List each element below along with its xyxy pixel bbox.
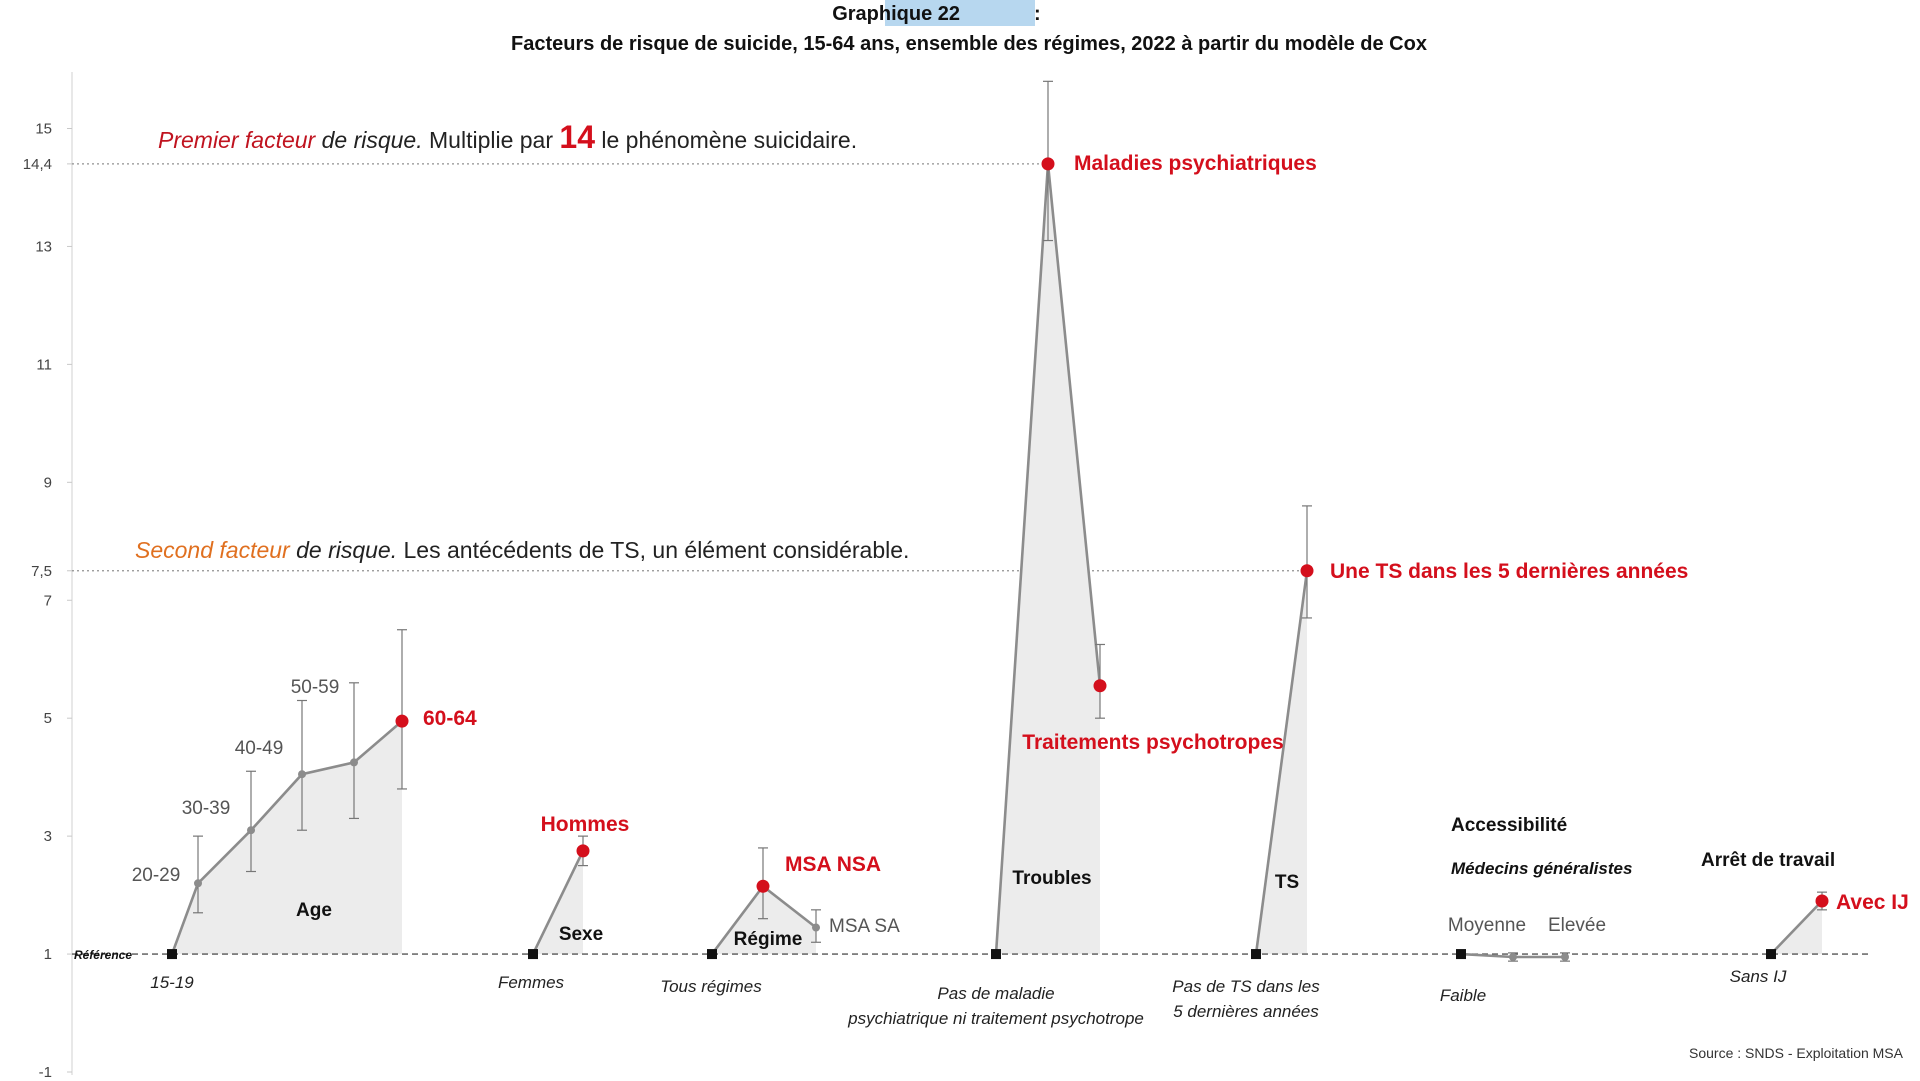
header-label-highlight — [885, 0, 1035, 26]
chart-title: Facteurs de risque de suicide, 15-64 ans… — [511, 33, 1427, 55]
category-label: Moyenne — [1448, 915, 1526, 936]
category-label: MSA SA — [829, 916, 900, 937]
y-tick-label: 7 — [44, 592, 52, 609]
reference-label: Référence — [74, 948, 132, 962]
y-tick-label: 1 — [44, 946, 52, 963]
reference-category-label: Pas de TS dans les 5 dernières années — [1172, 977, 1320, 1021]
annotation-first-p2: de risque. — [315, 127, 422, 153]
data-point-highlight — [1300, 564, 1314, 578]
reference-line-group: Référence — [72, 948, 1870, 962]
highlight-lines — [72, 163, 1300, 572]
reference-category-line: psychiatrique ni traitement psychotrope — [847, 1009, 1144, 1028]
data-point — [194, 879, 202, 888]
series-line — [1770, 900, 1823, 955]
data-point — [1509, 953, 1517, 962]
highlight-label: MSA NSA — [785, 853, 881, 876]
group-label: Arrêt de travail — [1701, 850, 1835, 871]
reference-marker — [991, 949, 1001, 960]
group-label: Troubles — [1012, 868, 1091, 889]
group-label: Accessibilité — [1451, 815, 1567, 836]
reference-category-line: 5 dernières années — [1173, 1002, 1319, 1021]
y-tick-label: 3 — [44, 828, 52, 845]
reference-category-label: Faible — [1440, 986, 1486, 1005]
highlight-label: Traitements psychotropes — [1022, 731, 1283, 754]
group-area — [172, 721, 402, 955]
reference-category-label: Femmes — [498, 973, 565, 992]
data-point — [812, 923, 820, 932]
annotation-first-p1: Premier facteur — [158, 127, 317, 153]
data-point-highlight — [756, 879, 770, 893]
reference-category-label: 15-19 — [150, 973, 194, 992]
category-label: 30-39 — [182, 798, 231, 819]
group-area — [712, 886, 816, 955]
y-tick-label: 13 — [35, 238, 52, 255]
y-tick-label: -1 — [39, 1064, 52, 1081]
group-subtitle: Médecins généralistes — [1451, 859, 1632, 878]
reference-marker — [167, 949, 177, 960]
category-label: 20-29 — [132, 865, 181, 886]
group-label: Sexe — [559, 924, 603, 945]
reference-category-line: Pas de TS dans les — [1172, 977, 1320, 996]
annotation-second-p2: de risque. — [290, 537, 397, 563]
annotation-first-p5: le phénomène suicidaire. — [595, 127, 857, 153]
data-point — [350, 758, 358, 767]
reference-category-label: Tous régimes — [660, 977, 762, 996]
reference-marker — [707, 949, 717, 960]
reference-category-line: Pas de maladie — [937, 984, 1054, 1003]
series-line — [531, 850, 585, 955]
group-label: TS — [1275, 872, 1299, 893]
reference-marker — [1456, 949, 1466, 960]
y-tick-label: 9 — [44, 474, 52, 491]
highlight-label: Hommes — [541, 813, 630, 836]
annotation-second-p3: Les antécédents de TS, un élément consid… — [397, 537, 909, 563]
data-point — [1561, 953, 1569, 962]
category-label: 40-49 — [235, 738, 284, 759]
group-area — [996, 163, 1100, 955]
category-label: 50-59 — [291, 677, 340, 698]
data-point-highlight — [1093, 679, 1107, 693]
group-label: Régime — [734, 929, 803, 950]
group-series — [167, 80, 1829, 962]
annotation-first-p4: 14 — [559, 119, 595, 155]
source-note: Source : SNDS - Exploitation MSA — [1689, 1045, 1904, 1061]
annotation-first-factor: Premier facteur de risque. Multiplie par… — [158, 119, 857, 155]
reference-category-label: Sans IJ — [1730, 967, 1787, 986]
y-axis: 15 14,4 13 11 9 7,5 7 5 3 1 -1 — [23, 72, 73, 1081]
data-point-highlight — [1815, 894, 1829, 908]
highlight-label: Une TS dans les 5 dernières années — [1330, 560, 1688, 583]
annotation-second-p1: Second facteur — [135, 537, 291, 563]
highlight-label: 60-64 — [423, 707, 477, 730]
data-labels: 15-19 20-29 30-39 40-49 50-59 60-64 Age Femmes H… — [132, 152, 1909, 1028]
y-tick-label: 5 — [44, 710, 52, 727]
y-tick-label: 14,4 — [23, 156, 52, 173]
reference-marker — [1251, 949, 1261, 960]
y-tick-label: 11 — [36, 356, 52, 373]
group-label: Age — [296, 900, 332, 921]
data-point-highlight — [1041, 157, 1055, 171]
data-point-highlight — [395, 714, 409, 728]
header-label: Graphique 22 — [832, 3, 960, 25]
highlight-label: Avec IJ — [1836, 891, 1909, 914]
reference-marker — [528, 949, 538, 960]
annotation-second-factor: Second facteur de risque. Les antécédent… — [135, 537, 909, 563]
reference-category-label: Pas de maladie psychiatrique ni traitemen… — [847, 984, 1144, 1028]
category-label: Elevée — [1548, 915, 1606, 936]
highlight-label: Maladies psychiatriques — [1074, 152, 1317, 175]
reference-marker — [1766, 949, 1776, 960]
data-point — [298, 770, 306, 779]
data-point — [247, 826, 255, 835]
series-line — [170, 720, 403, 955]
header-label-suffix: : — [1034, 3, 1041, 25]
y-tick-label: 7,5 — [31, 563, 52, 580]
annotation-first-p3: Multiplie par — [423, 127, 560, 153]
data-point-highlight — [576, 844, 590, 858]
y-tick-label: 15 — [35, 121, 52, 138]
series-line — [1254, 570, 1309, 955]
